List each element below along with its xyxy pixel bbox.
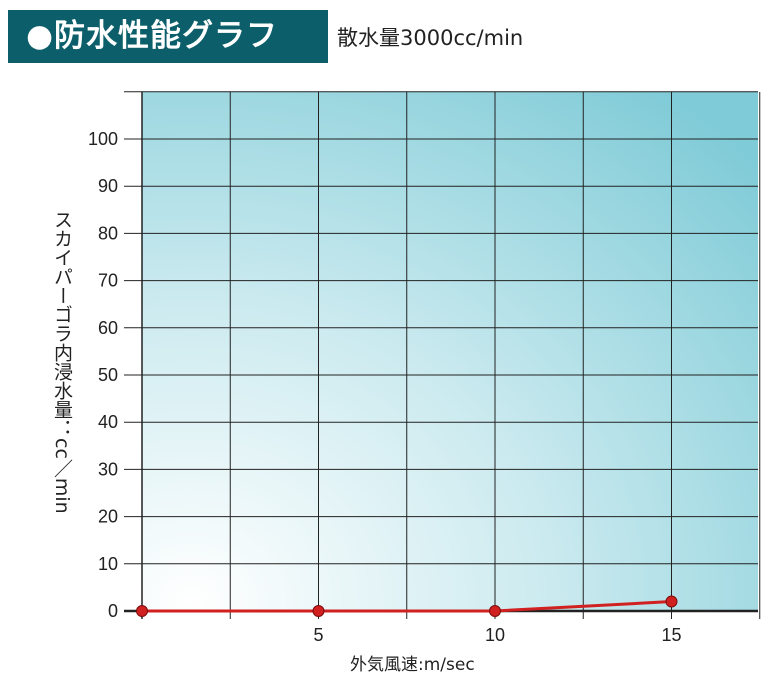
y-tick-label: 40: [98, 412, 118, 432]
data-point: [665, 595, 678, 608]
grid-lines: [124, 91, 761, 619]
series-line: [142, 600, 672, 613]
y-tick-label: 60: [98, 318, 118, 338]
y-tick-label: 50: [98, 365, 118, 385]
x-tick-labels: 5 10 15: [313, 625, 681, 645]
x-tick-label: 5: [313, 625, 323, 645]
y-tick-labels: 0 10 20 30 40 50 60 70 80 90 100: [88, 129, 118, 621]
data-point: [312, 605, 325, 617]
chart-subtitle: 散水量3000cc/min: [337, 26, 524, 50]
y-tick-label: 20: [98, 507, 118, 527]
y-tick-label: 90: [98, 176, 118, 196]
x-tick-label: 10: [485, 625, 505, 645]
y-tick-label: 80: [98, 223, 118, 243]
data-series: [136, 595, 678, 617]
chart-title-banner: ●防水性能グラフ: [8, 10, 328, 63]
y-axis-label: スカイパーゴラ内浸水量：cc／min: [51, 210, 73, 514]
y-tick-label: 70: [98, 271, 118, 291]
plot-background: [142, 92, 758, 611]
y-tick-label: 30: [98, 459, 118, 479]
data-point: [136, 605, 148, 617]
x-tick-label: 15: [661, 625, 681, 645]
y-tick-label: 100: [88, 129, 118, 149]
data-point: [489, 605, 501, 617]
y-tick-label: 10: [98, 554, 118, 574]
y-tick-label: 0: [108, 601, 118, 621]
x-axis-label: 外気風速:m/sec: [350, 655, 475, 675]
